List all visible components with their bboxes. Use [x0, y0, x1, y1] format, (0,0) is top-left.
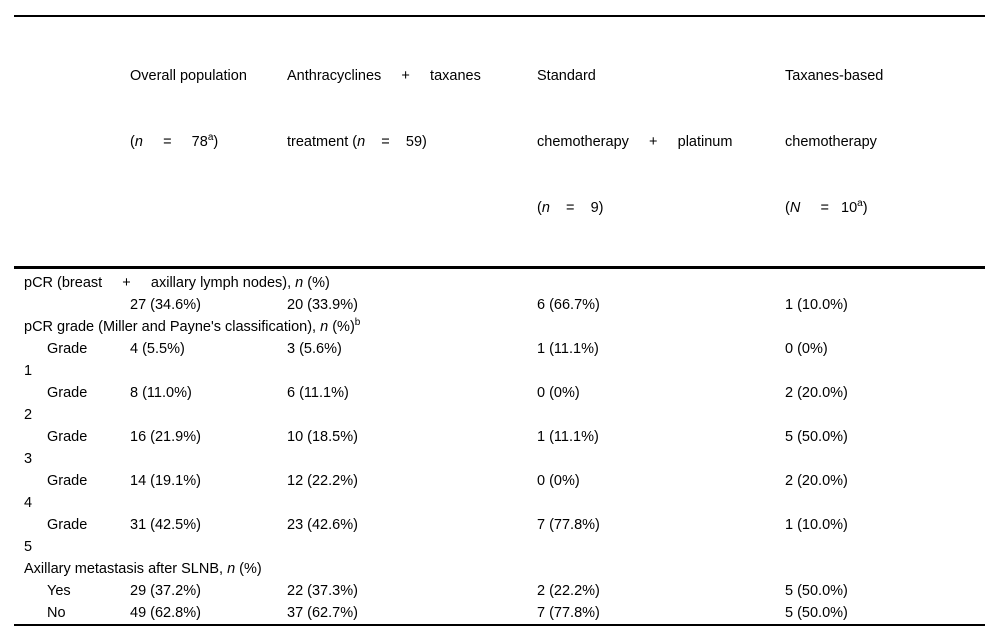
- value-cell: 5 (50.0%): [785, 605, 848, 621]
- table-row: Grade 31 (42.5%) 23 (42.6%) 7 (77.8%) 1 …: [14, 514, 985, 536]
- table-row: Grade 16 (21.9%) 10 (18.5%) 1 (11.1%) 5 …: [14, 426, 985, 448]
- value-cell: 49 (62.8%): [130, 605, 201, 621]
- row-label: Grade: [47, 473, 88, 489]
- table-row: No 49 (62.8%) 37 (62.7%) 7 (77.8%) 5 (50…: [14, 602, 985, 624]
- table-row: pCR (breast + axillary lymph nodes), n (…: [14, 272, 985, 294]
- value-cell: 2 (20.0%): [785, 473, 848, 489]
- column-header-line: chemotherapy + platinum: [537, 134, 733, 150]
- value-cell: 0 (0%): [537, 385, 580, 401]
- table-header-rule: [14, 266, 985, 269]
- table-top-rule: [14, 15, 985, 17]
- value-cell: 8 (11.0%): [130, 385, 192, 401]
- value-cell: 0 (0%): [537, 473, 580, 489]
- column-header-line: treatment (n = 59): [287, 134, 427, 150]
- row-label-wrap: 1: [24, 363, 33, 379]
- value-cell: 0 (0%): [785, 341, 828, 357]
- table-row: 27 (34.6%) 20 (33.9%) 6 (66.7%) 1 (10.0%…: [14, 294, 985, 316]
- table-row: 4: [14, 492, 985, 514]
- row-label: Grade: [47, 341, 88, 357]
- value-cell: 2 (20.0%): [785, 385, 848, 401]
- column-header-line: chemotherapy: [785, 134, 877, 150]
- table-row: 1: [14, 360, 985, 382]
- value-cell: 1 (10.0%): [785, 517, 848, 533]
- value-cell: 6 (66.7%): [537, 297, 600, 313]
- value-cell: 14 (19.1%): [130, 473, 201, 489]
- value-cell: 29 (37.2%): [130, 583, 201, 599]
- table-row: Yes 29 (37.2%) 22 (37.3%) 2 (22.2%) 5 (5…: [14, 580, 985, 602]
- column-header-line: (n = 9): [537, 200, 604, 216]
- value-cell: 7 (77.8%): [537, 605, 600, 621]
- value-cell: 31 (42.5%): [130, 517, 201, 533]
- value-cell: 20 (33.9%): [287, 297, 358, 313]
- value-cell: 5 (50.0%): [785, 429, 848, 445]
- row-label: Yes: [47, 583, 71, 599]
- section-label: Axillary metastasis after SLNB, n (%): [24, 561, 262, 577]
- table-row: Axillary metastasis after SLNB, n (%): [14, 558, 985, 580]
- row-label-wrap: 4: [24, 495, 33, 511]
- row-label-wrap: 2: [24, 407, 33, 423]
- table-row: 5: [14, 536, 985, 558]
- column-header-line: Anthracyclines + taxanes: [287, 68, 481, 84]
- value-cell: 22 (37.3%): [287, 583, 358, 599]
- value-cell: 27 (34.6%): [130, 297, 201, 313]
- table-row: 3: [14, 448, 985, 470]
- column-header-line: (N = 10a): [785, 198, 868, 216]
- table-body: pCR (breast + axillary lymph nodes), n (…: [14, 269, 985, 624]
- column-header-taxanes-based-chemo: Taxanes-based chemotherapy (N = 10a): [785, 21, 985, 263]
- table-row: Grade 14 (19.1%) 12 (22.2%) 0 (0%) 2 (20…: [14, 470, 985, 492]
- row-label: No: [47, 605, 66, 621]
- value-cell: 4 (5.5%): [130, 341, 185, 357]
- value-cell: 6 (11.1%): [287, 385, 349, 401]
- table-row: Grade 4 (5.5%) 3 (5.6%) 1 (11.1%) 0 (0%): [14, 338, 985, 360]
- value-cell: 37 (62.7%): [287, 605, 358, 621]
- section-label: pCR (breast + axillary lymph nodes), n (…: [24, 275, 330, 291]
- table-row: pCR grade (Miller and Payne's classifica…: [14, 316, 985, 338]
- row-label: [14, 294, 130, 316]
- column-header-stub: [14, 21, 130, 263]
- section-label: pCR grade (Miller and Payne's classifica…: [24, 317, 361, 335]
- row-label: Grade: [47, 429, 88, 445]
- results-table: Overall population (n = 78a) Anthracycli…: [14, 15, 985, 626]
- column-header-line: (n = 78a): [130, 132, 219, 150]
- value-cell: 5 (50.0%): [785, 583, 848, 599]
- row-label: Grade: [47, 517, 88, 533]
- value-cell: 2 (22.2%): [537, 583, 600, 599]
- row-label-wrap: 5: [24, 539, 33, 555]
- value-cell: 1 (11.1%): [537, 341, 599, 357]
- column-header-overall-population: Overall population (n = 78a): [130, 21, 287, 263]
- column-header-anthracyclines-taxanes: Anthracyclines + taxanes treatment (n = …: [287, 21, 537, 263]
- row-label-wrap: 3: [24, 451, 33, 467]
- value-cell: 1 (10.0%): [785, 297, 848, 313]
- value-cell: 23 (42.6%): [287, 517, 358, 533]
- row-label: Grade: [47, 385, 88, 401]
- value-cell: 12 (22.2%): [287, 473, 358, 489]
- column-header-line: Overall population: [130, 68, 247, 84]
- value-cell: 16 (21.9%): [130, 429, 201, 445]
- column-header-standard-chemo-platinum: Standard chemotherapy + platinum (n = 9): [537, 21, 785, 263]
- table-row: 2: [14, 404, 985, 426]
- table-header-row: Overall population (n = 78a) Anthracycli…: [14, 17, 985, 266]
- value-cell: 7 (77.8%): [537, 517, 600, 533]
- column-header-line: Standard: [537, 68, 596, 84]
- table-row: Grade 8 (11.0%) 6 (11.1%) 0 (0%) 2 (20.0…: [14, 382, 985, 404]
- value-cell: 10 (18.5%): [287, 429, 358, 445]
- value-cell: 3 (5.6%): [287, 341, 342, 357]
- column-header-line: Taxanes-based: [785, 68, 884, 84]
- value-cell: 1 (11.1%): [537, 429, 599, 445]
